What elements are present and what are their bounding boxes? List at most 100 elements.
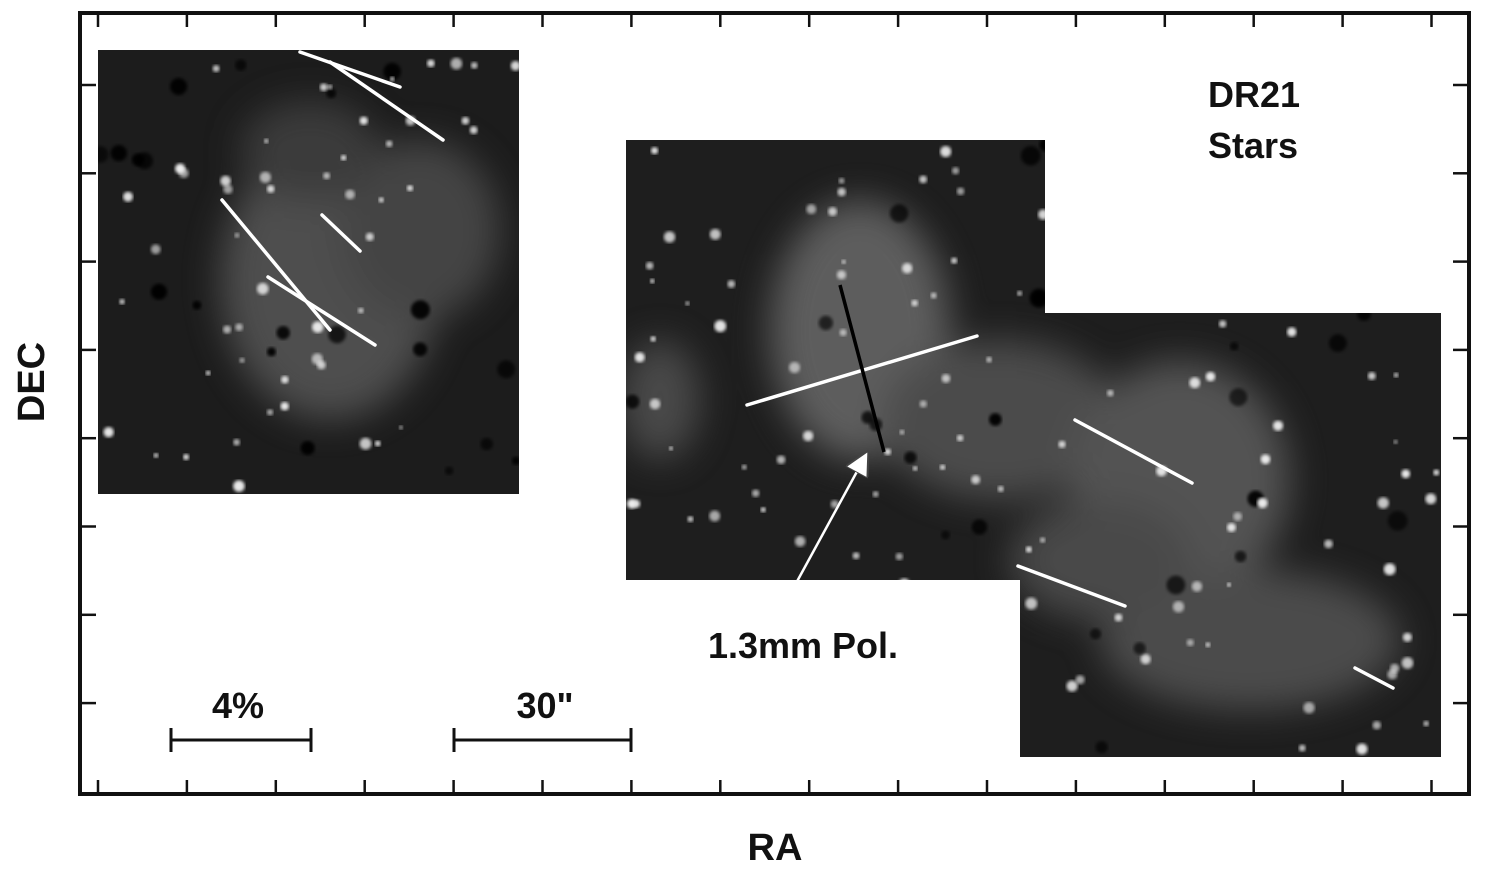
dark-spot xyxy=(1173,269,1192,288)
dark-spot xyxy=(819,316,833,330)
star xyxy=(1349,174,1355,180)
star xyxy=(931,293,937,299)
star xyxy=(752,489,759,496)
star xyxy=(379,197,384,202)
star xyxy=(806,204,816,214)
scale-label: 4% xyxy=(212,685,264,726)
star xyxy=(688,516,694,522)
dark-spot xyxy=(132,154,145,167)
star xyxy=(913,466,918,471)
dark-spot xyxy=(1134,642,1146,654)
star xyxy=(471,62,478,69)
star xyxy=(957,188,965,196)
star xyxy=(360,438,372,450)
star xyxy=(183,454,189,460)
scale-bars xyxy=(171,728,631,752)
star xyxy=(390,77,394,81)
star xyxy=(1107,390,1114,397)
dark-spot xyxy=(1096,741,1108,753)
star xyxy=(1372,281,1381,290)
dark-spot xyxy=(1398,216,1413,231)
star xyxy=(1115,614,1123,622)
star xyxy=(235,233,240,238)
figure: DR21 Stars 4% 30" 1.3mm Pol. RA DEC xyxy=(0,0,1485,867)
star xyxy=(802,724,807,729)
star xyxy=(940,146,951,157)
star xyxy=(427,60,435,68)
star xyxy=(312,321,323,332)
star xyxy=(734,727,742,735)
dark-spot xyxy=(497,360,515,378)
dark-spot xyxy=(267,347,276,356)
star xyxy=(986,357,992,363)
star xyxy=(1423,721,1428,726)
star xyxy=(783,684,787,688)
sky-image-left xyxy=(92,50,520,494)
label-line2: Stars xyxy=(1208,125,1298,166)
star xyxy=(1066,219,1072,225)
dark-spot xyxy=(445,467,453,475)
dark-spot xyxy=(1388,511,1408,531)
star xyxy=(889,587,900,598)
star xyxy=(951,258,957,264)
dark-spot xyxy=(989,413,1002,426)
star xyxy=(803,431,813,441)
star xyxy=(795,536,806,547)
star xyxy=(885,449,891,455)
dark-spot xyxy=(328,326,346,344)
star xyxy=(280,402,288,410)
star xyxy=(842,260,846,264)
star xyxy=(895,710,901,716)
star xyxy=(462,117,470,125)
star xyxy=(1227,523,1236,532)
star xyxy=(451,58,463,70)
dark-spot xyxy=(933,619,945,631)
star xyxy=(761,507,766,512)
dark-spot xyxy=(641,594,649,602)
star xyxy=(856,699,865,708)
star xyxy=(119,299,124,304)
star xyxy=(1384,563,1396,575)
star xyxy=(1114,144,1122,152)
star xyxy=(257,283,269,295)
dark-spot xyxy=(1229,388,1247,406)
body: DR21 Stars 4% 30" 1.3mm Pol. RA DEC (() … xyxy=(0,0,1485,872)
scale-label: 30" xyxy=(516,685,573,726)
star xyxy=(1390,664,1399,673)
star xyxy=(1067,680,1078,691)
dark-spot xyxy=(1357,307,1371,321)
dark-spot xyxy=(1223,236,1242,255)
star xyxy=(1192,581,1202,591)
star xyxy=(669,446,673,450)
star xyxy=(650,279,654,283)
star xyxy=(1026,546,1032,552)
star xyxy=(358,308,364,314)
star xyxy=(1141,654,1151,664)
star xyxy=(828,207,837,216)
star xyxy=(632,500,640,508)
star xyxy=(899,579,910,590)
star xyxy=(233,480,245,492)
dark-spot xyxy=(625,395,639,409)
star xyxy=(470,126,478,134)
star xyxy=(264,139,268,143)
dark-spot xyxy=(972,519,987,534)
star xyxy=(1144,280,1153,289)
annotation: 1.3mm Pol. xyxy=(708,625,898,666)
dark-spot xyxy=(301,441,315,455)
star xyxy=(220,176,231,187)
star xyxy=(1412,269,1422,279)
star xyxy=(942,374,951,383)
star xyxy=(1380,232,1389,241)
star xyxy=(341,155,346,160)
star xyxy=(1433,470,1439,476)
dark-spot xyxy=(111,145,127,161)
star xyxy=(1189,377,1200,388)
star xyxy=(952,167,959,174)
star xyxy=(839,178,845,184)
star xyxy=(1394,440,1398,444)
star xyxy=(407,185,413,191)
star xyxy=(710,229,721,240)
x-axis-label: RA xyxy=(748,827,803,867)
y-axis-label: DEC xyxy=(11,342,53,422)
